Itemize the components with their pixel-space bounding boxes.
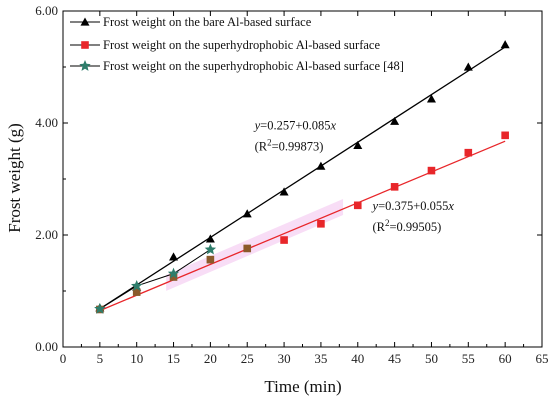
x-tick-label: 60 (499, 351, 512, 366)
legend-marker-superhydrophobic (81, 41, 89, 49)
data-point-superhydrophobic (132, 288, 141, 296)
data-point-superhydrophobic (390, 183, 399, 191)
data-point-superhydrophobic (501, 131, 509, 140)
data-point-bare (426, 94, 436, 103)
x-tick-label: 50 (425, 351, 438, 366)
x-tick-label: 20 (204, 351, 217, 366)
data-point-superhydrophobic (464, 148, 473, 157)
fit-equation-1: y=0.257+0.085x (253, 119, 337, 133)
legend-label-1: Frost weight on the bare Al-based surfac… (103, 15, 312, 29)
x-tick-label: 30 (278, 351, 291, 366)
highlight-band-layer (166, 198, 344, 291)
legend-label-2: Frost weight on the superhydrophobic Al-… (103, 38, 380, 52)
data-point-superhydrophobic (280, 236, 288, 244)
legend-label-3: Frost weight on the superhydrophobic Al-… (103, 59, 404, 73)
fit-r2-1: (R2=0.99873) (255, 138, 324, 154)
data-point-superhydrophobic (427, 166, 436, 175)
x-tick-label: 55 (462, 351, 475, 366)
data-point-bare (390, 116, 400, 125)
annotation-layer: y=0.257+0.085x (R2=0.99873) y=0.375+0.055x… (253, 119, 455, 234)
data-point-superhydrophobic (353, 201, 362, 210)
fit-equation-2: y=0.375+0.055x (371, 199, 455, 213)
data-point-superhydrophobic (243, 244, 252, 253)
fit-line-series-1 (99, 46, 506, 310)
data-point-superhydrophobic (169, 273, 178, 281)
data-point-superhydrophobic (317, 220, 325, 228)
y-axis-title: Frost weight (g) (5, 123, 24, 233)
y-tick-label: 6.00 (35, 3, 58, 18)
data-point-reference (167, 267, 180, 279)
data-point-superhydrophobic (206, 255, 215, 264)
x-tick-label: 35 (314, 351, 327, 366)
x-tick-label: 15 (167, 351, 180, 366)
x-axis-title: Time (min) (264, 377, 341, 396)
data-point-bare (205, 234, 215, 243)
legend-marker-reference (79, 60, 91, 71)
x-tick-label: 65 (536, 351, 549, 366)
x-tick-label: 45 (388, 351, 401, 366)
y-tick-label: 2.00 (35, 227, 58, 242)
data-point-bare (463, 62, 473, 71)
data-point-bare (316, 161, 326, 170)
x-tick-label: 0 (60, 351, 67, 366)
axes-layer: 0 5 10 15 20 25 30 35 40 45 50 55 60 65 0.00 2.00 4.00 6.… (35, 3, 548, 366)
legend-marker-bare (80, 17, 90, 26)
data-point-bare (279, 187, 289, 196)
y-tick-label: 4.00 (35, 115, 58, 130)
legend-layer: Frost weight on the bare Al-based surfac… (70, 15, 404, 73)
points-layer (94, 40, 510, 314)
x-tick-label: 10 (130, 351, 143, 366)
x-tick-label: 5 (97, 351, 104, 366)
fit-line-series-2 (99, 140, 506, 312)
data-point-reference (94, 302, 106, 314)
fit-lines-layer (99, 46, 506, 312)
data-point-bare (353, 140, 363, 149)
x-tick-label: 25 (241, 351, 254, 366)
fit-r2-2: (R2=0.99505) (373, 218, 442, 234)
data-point-bare (169, 252, 179, 261)
data-point-reference (204, 243, 217, 255)
highlight-band (166, 198, 344, 291)
data-point-reference (131, 280, 143, 291)
data-point-bare (500, 40, 510, 49)
reference-series-line (99, 249, 211, 310)
data-point-bare (242, 209, 252, 218)
y-tick-label: 0.00 (35, 339, 58, 354)
x-tick-label: 40 (351, 351, 364, 366)
